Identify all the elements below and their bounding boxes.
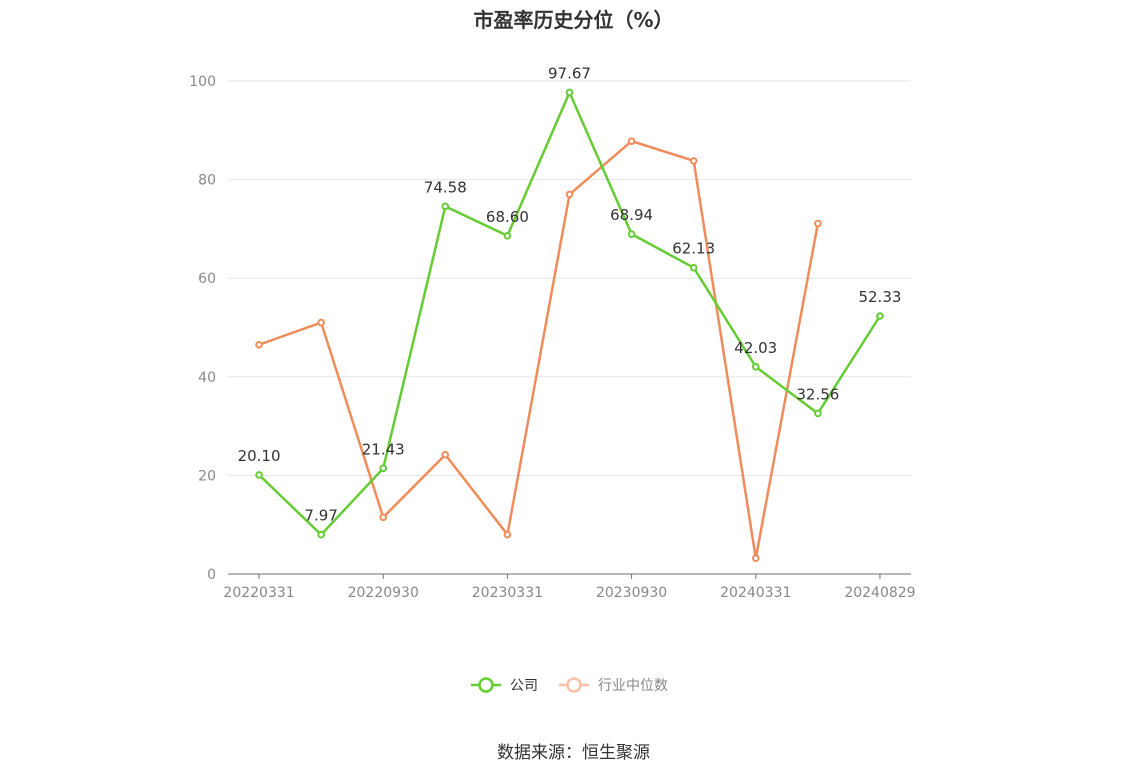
x-tick-label: 20230331 bbox=[472, 585, 543, 601]
legend-label: 公司 bbox=[510, 678, 538, 694]
data-point[interactable] bbox=[317, 318, 325, 327]
series-line bbox=[258, 91, 882, 536]
series-industry-median bbox=[255, 137, 822, 563]
data-point[interactable] bbox=[317, 530, 325, 539]
data-label: 62.13 bbox=[672, 240, 715, 258]
data-point[interactable] bbox=[751, 554, 760, 563]
data-point[interactable] bbox=[379, 513, 388, 522]
data-point[interactable] bbox=[565, 190, 574, 199]
legend-item-company[interactable]: 公司 bbox=[471, 677, 538, 694]
x-tick-label: 20240829 bbox=[844, 585, 915, 601]
data-point[interactable] bbox=[689, 157, 698, 165]
data-label: 52.33 bbox=[858, 288, 901, 306]
legend-marker-icon bbox=[478, 677, 494, 693]
data-labels: 20.10 7.97 21.43 74.58 68.60 97.67 68.94 62.13 4… bbox=[238, 64, 902, 524]
data-point[interactable] bbox=[441, 202, 450, 211]
x-tick-label: 20230930 bbox=[596, 585, 667, 601]
data-point[interactable] bbox=[379, 464, 388, 473]
data-point[interactable] bbox=[627, 137, 636, 145]
y-tick-label: 60 bbox=[198, 271, 216, 287]
data-point[interactable] bbox=[627, 230, 636, 238]
y-tick-label: 100 bbox=[189, 74, 216, 90]
data-label: 32.56 bbox=[796, 385, 839, 403]
y-tick-label: 40 bbox=[198, 370, 216, 386]
series-line bbox=[258, 139, 820, 560]
data-point[interactable] bbox=[441, 450, 450, 459]
data-label: 68.60 bbox=[486, 208, 529, 226]
series-company bbox=[255, 88, 884, 539]
data-label: 68.94 bbox=[610, 206, 653, 224]
data-point[interactable] bbox=[751, 362, 760, 371]
legend-marker-icon bbox=[566, 677, 582, 693]
chart-title: 市盈率历史分位（%） bbox=[473, 8, 674, 32]
data-point[interactable] bbox=[255, 340, 263, 349]
data-point[interactable] bbox=[876, 312, 884, 320]
data-point[interactable] bbox=[689, 263, 698, 272]
y-axis-ticks: 0 20 40 60 80 100 bbox=[189, 74, 216, 583]
y-tick-label: 80 bbox=[198, 173, 216, 189]
data-label: 20.10 bbox=[238, 447, 281, 465]
data-label: 7.97 bbox=[304, 507, 337, 525]
source-note: 数据来源：恒生聚源 bbox=[497, 743, 650, 763]
data-point[interactable] bbox=[255, 471, 263, 479]
grid-lines bbox=[228, 80, 911, 476]
y-tick-label: 20 bbox=[198, 468, 216, 484]
legend-item-industry-median[interactable]: 行业中位数 bbox=[559, 677, 668, 694]
data-point[interactable] bbox=[503, 530, 512, 539]
data-point[interactable] bbox=[565, 88, 574, 97]
y-tick-label: 0 bbox=[207, 567, 216, 583]
legend: 公司 行业中位数 bbox=[471, 677, 668, 694]
data-point[interactable] bbox=[814, 409, 822, 418]
data-label: 21.43 bbox=[362, 440, 405, 458]
x-tick-label: 20220331 bbox=[223, 585, 294, 601]
x-axis-ticks: 20220331 20220930 20230331 20230930 20240331… bbox=[223, 574, 916, 601]
x-tick-label: 20220930 bbox=[348, 585, 419, 601]
data-label: 74.58 bbox=[424, 178, 467, 196]
data-label: 42.03 bbox=[734, 339, 777, 357]
data-point[interactable] bbox=[814, 219, 822, 228]
x-tick-label: 20240331 bbox=[720, 585, 791, 601]
series-lines bbox=[255, 88, 884, 563]
legend-label: 行业中位数 bbox=[598, 678, 668, 694]
data-point[interactable] bbox=[503, 232, 512, 240]
data-label: 97.67 bbox=[548, 64, 591, 82]
